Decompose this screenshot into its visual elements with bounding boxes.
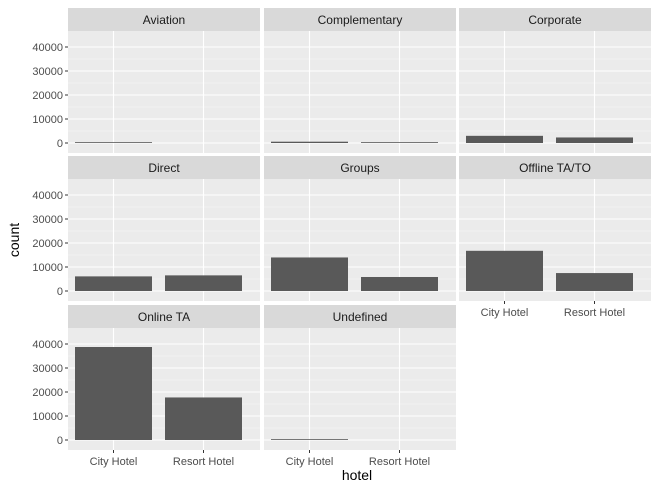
y-tick-label: 20000 [32,90,63,102]
bar-online-ta-city-hotel [75,347,152,440]
y-tick-label: 30000 [32,363,63,375]
strip-label-complementary: Complementary [318,13,403,27]
strip-direct [68,156,260,179]
bar-corporate-city-hotel [466,135,543,143]
y-tick-label: 40000 [32,339,63,351]
panel-aviation [68,31,260,153]
y-tick-label: 30000 [32,214,63,226]
panel-complementary [264,31,456,153]
strip-complementary [264,8,456,31]
strip-label-corporate: Corporate [528,13,582,27]
x-tick-label: City Hotel [286,456,334,468]
bar-undefined-city-hotel [271,439,348,440]
y-tick-label: 40000 [32,190,63,202]
y-tick-label: 20000 [32,238,63,250]
bar-direct-city-hotel [75,276,152,291]
x-tick-label: City Hotel [90,456,138,468]
y-tick-label: 40000 [32,42,63,54]
bar-offline-ta-to-city-hotel [466,250,543,291]
strip-label-undefined: Undefined [333,310,388,324]
y-tick-label: 10000 [32,411,63,423]
y-tick-label: 10000 [32,114,63,126]
strip-label-offline-ta-to: Offline TA/TO [519,161,591,175]
x-tick-label: City Hotel [481,307,529,319]
x-axis-title: hotel [342,467,372,483]
strip-undefined [264,305,456,328]
strip-label-groups: Groups [340,161,379,175]
y-tick-label: 10000 [32,262,63,274]
y-tick-label: 0 [57,435,63,447]
bar-aviation-city-hotel [75,142,152,143]
bar-corporate-resort-hotel [556,137,633,143]
bar-complementary-resort-hotel [361,142,438,143]
strip-label-aviation: Aviation [143,13,185,27]
y-tick-label: 0 [57,138,63,150]
x-tick-label: Resort Hotel [173,456,234,468]
x-tick-label: Resort Hotel [369,456,430,468]
y-axis-title: count [6,223,22,257]
strip-label-online-ta: Online TA [138,310,190,324]
strip-groups [264,156,456,179]
bar-offline-ta-to-resort-hotel [556,273,633,291]
y-tick-label: 20000 [32,387,63,399]
y-tick-label: 30000 [32,66,63,78]
panel-corporate [459,31,651,153]
y-tick-label: 0 [57,286,63,298]
bar-groups-resort-hotel [361,276,438,291]
bar-groups-city-hotel [271,257,348,291]
strip-label-direct: Direct [148,161,180,175]
bar-complementary-city-hotel [271,141,348,143]
x-tick-label: Resort Hotel [564,307,625,319]
strip-offline-ta-to [459,156,651,179]
strip-online-ta [68,305,260,328]
bar-direct-resort-hotel [165,275,242,291]
panel-undefined [264,328,456,450]
strip-aviation [68,8,260,31]
bar-online-ta-resort-hotel [165,397,242,440]
strip-corporate [459,8,651,31]
